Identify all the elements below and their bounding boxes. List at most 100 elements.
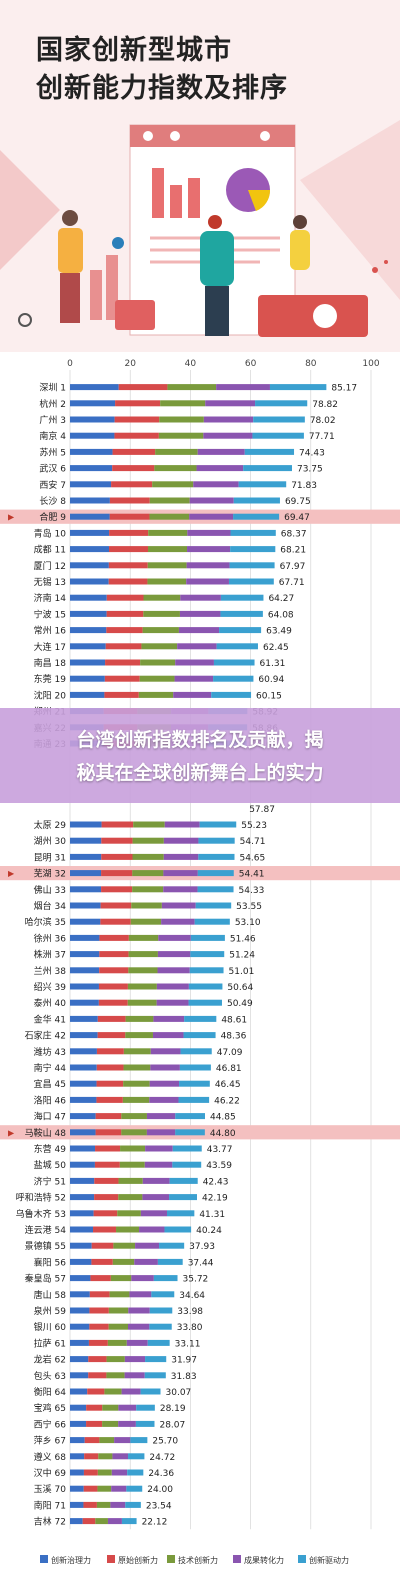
- bar-segment: [126, 1339, 148, 1346]
- overlay-text-line1: 台湾创新指数排名及贡献，揭: [76, 729, 324, 751]
- bar-segment: [70, 1518, 83, 1525]
- bar-segment: [157, 1258, 183, 1265]
- value-label: 33.98: [177, 1307, 203, 1317]
- bar-segment: [88, 1372, 107, 1379]
- bar-segment: [70, 999, 99, 1006]
- bar-segment: [153, 1015, 185, 1022]
- value-label: 42.43: [203, 1177, 229, 1187]
- bar-segment: [197, 870, 234, 877]
- legend-label: 技术创新力: [178, 1555, 218, 1565]
- bar-segment: [99, 951, 129, 958]
- bar-segment: [253, 416, 305, 423]
- bar-segment: [157, 951, 191, 958]
- value-label: 53.55: [236, 902, 262, 912]
- bar-segment: [186, 578, 229, 585]
- bar-segment: [70, 627, 107, 634]
- bar-segment: [121, 1518, 137, 1525]
- bar-segment: [127, 999, 157, 1006]
- bar-segment: [94, 1177, 119, 1184]
- bar-segment: [70, 1307, 90, 1314]
- bar-segment: [70, 1356, 89, 1363]
- bar-segment: [132, 870, 164, 877]
- bar-segment: [147, 1339, 170, 1346]
- bar-segment: [119, 1161, 145, 1168]
- city-label: 哈尔滨 35: [25, 916, 66, 928]
- value-label: 42.19: [202, 1194, 228, 1204]
- bar-segment: [149, 513, 190, 520]
- bar-segment: [197, 448, 245, 455]
- city-label: 马鞍山 48: [25, 1127, 67, 1139]
- bar-segment: [169, 1194, 197, 1201]
- bar-segment: [101, 886, 133, 893]
- city-label: 成都 11: [34, 544, 66, 556]
- legend-label: 原始创新力: [118, 1555, 158, 1565]
- bar-segment: [111, 481, 153, 488]
- bar-segment: [97, 1032, 126, 1039]
- bar-segment: [145, 1145, 173, 1152]
- bar-segment: [150, 1064, 180, 1071]
- bar-segment: [156, 983, 189, 990]
- bar-segment: [89, 1291, 110, 1298]
- bar-segment: [143, 610, 180, 617]
- value-label: 61.31: [260, 659, 286, 669]
- bar-segment: [147, 578, 187, 585]
- bar-segment: [82, 1518, 96, 1525]
- value-label: 46.22: [214, 1096, 240, 1106]
- value-label: 63.49: [266, 627, 292, 637]
- city-label: 太原 29: [34, 819, 67, 831]
- value-label: 23.54: [146, 1501, 172, 1511]
- bar-segment: [216, 384, 270, 391]
- bar-segment: [154, 465, 197, 472]
- bar-segment: [118, 1420, 136, 1427]
- bar-segment: [180, 1048, 212, 1055]
- bar-segment: [70, 513, 110, 520]
- bar-segment: [70, 384, 119, 391]
- bar-segment: [104, 1388, 122, 1395]
- value-label: 67.71: [279, 578, 305, 588]
- value-label: 78.82: [312, 400, 338, 410]
- bar-segment: [146, 1113, 176, 1120]
- bar-segment: [114, 1437, 131, 1444]
- city-label: 烟台 34: [34, 900, 67, 912]
- city-label: 济南 14: [34, 592, 67, 604]
- value-label: 67.97: [280, 562, 306, 572]
- bar-segment: [96, 1501, 111, 1508]
- value-label: 73.75: [297, 465, 323, 475]
- value-label: 31.97: [171, 1356, 197, 1366]
- bar-segment: [179, 1080, 210, 1087]
- bar-segment: [140, 1388, 161, 1395]
- city-label: 潍坊 43: [34, 1046, 66, 1058]
- bar-segment: [194, 918, 230, 925]
- bar-segment: [238, 481, 287, 488]
- bar-segment: [107, 1518, 122, 1525]
- bar-segment: [112, 465, 155, 472]
- bar-segment: [89, 1307, 109, 1314]
- bar-segment: [70, 448, 113, 455]
- bar-segment: [95, 1145, 121, 1152]
- bar-segment: [188, 999, 222, 1006]
- city-label: 盐城 50: [34, 1159, 67, 1171]
- bar-segment: [101, 853, 133, 860]
- bar-segment: [94, 1194, 119, 1201]
- value-label: 69.47: [284, 513, 310, 523]
- bar-segment: [213, 659, 255, 666]
- city-label: 湖州 30: [34, 836, 67, 847]
- bar-segment: [146, 1129, 176, 1136]
- bar-segment: [112, 448, 156, 455]
- bar-segment: [213, 675, 254, 682]
- bar-segment: [117, 1210, 141, 1217]
- bar-segment: [161, 918, 195, 925]
- bar-segment: [252, 432, 304, 439]
- value-label: 25.70: [152, 1437, 178, 1447]
- bar-segment: [70, 1177, 95, 1184]
- bar-segment: [134, 1258, 158, 1265]
- bar-segment: [70, 691, 105, 698]
- value-label: 48.61: [221, 1015, 247, 1025]
- bar-segment: [108, 1323, 128, 1330]
- bar-segment: [70, 967, 100, 974]
- value-label: 50.64: [227, 983, 253, 993]
- bar-segment: [96, 1048, 124, 1055]
- bar-segment: [106, 1356, 125, 1363]
- bar-segment: [118, 1177, 143, 1184]
- chart-grid: [69, 370, 372, 1530]
